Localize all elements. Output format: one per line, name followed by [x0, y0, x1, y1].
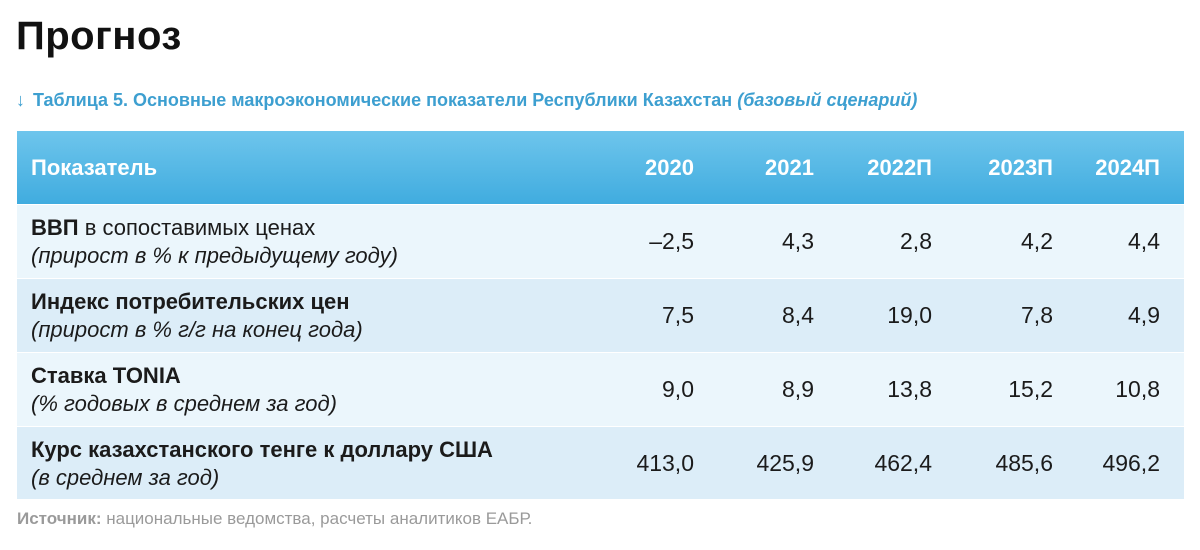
table-header-row: Показатель 2020 2021 2022П 2023П 2024П: [17, 131, 1184, 204]
table-cell: 10,8: [1115, 376, 1160, 402]
column-header-2022: 2022П: [867, 154, 932, 180]
caption-note: (базовый сценарий): [737, 90, 918, 110]
table-row-tonia: Ставка TONIA (% годовых в среднем за год…: [17, 352, 1184, 426]
table-cell: 462,4: [874, 449, 932, 476]
table-cell: 413,0: [636, 449, 694, 476]
table-cell: 4,9: [1128, 302, 1160, 328]
table-cell: 4,3: [782, 228, 814, 254]
table-cell: 425,9: [756, 449, 814, 476]
row-label: Курс казахстанского тенге к доллару США …: [17, 435, 517, 492]
column-header-indicator: Показатель: [31, 154, 158, 180]
table-cell: 4,4: [1128, 228, 1160, 254]
arrow-down-icon: ↓: [16, 90, 25, 110]
row-name: Индекс потребительских цен: [31, 289, 350, 314]
column-header-2021: 2021: [765, 154, 814, 180]
table-cell: 19,0: [887, 302, 932, 328]
table-cell: 4,2: [1021, 228, 1053, 254]
table-cell: 485,6: [995, 449, 1053, 476]
table-cell: 15,2: [1008, 376, 1053, 402]
page-title: Прогноз: [16, 14, 182, 58]
row-subtitle: (% годовых в среднем за год): [31, 391, 337, 416]
table-cell: 7,5: [662, 302, 694, 328]
table-row-exchange-rate: Курс казахстанского тенге к доллару США …: [17, 426, 1184, 499]
source-note: Источник: национальные ведомства, расчет…: [17, 509, 532, 529]
source-label: Источник:: [17, 509, 102, 528]
column-header-2023: 2023П: [988, 154, 1053, 180]
row-subtitle: (прирост в % к предыдущему году): [31, 243, 398, 268]
table-cell: 13,8: [887, 376, 932, 402]
table-cell: 8,4: [782, 302, 814, 328]
row-name: Курс казахстанского тенге к доллару США: [31, 436, 493, 462]
table-cell: 9,0: [662, 376, 694, 402]
table-caption: ↓ Таблица 5. Основные макроэкономические …: [16, 90, 917, 111]
row-label: ВВП в сопоставимых ценах (прирост в % к …: [17, 213, 517, 270]
row-subtitle: (прирост в % г/г на конец года): [31, 317, 363, 342]
column-header-2020: 2020: [645, 154, 694, 180]
row-name: Ставка TONIA: [31, 363, 181, 388]
table-row-cpi: Индекс потребительских цен (прирост в % …: [17, 278, 1184, 352]
row-name: ВВП: [31, 215, 79, 240]
column-header-2024: 2024П: [1095, 154, 1160, 180]
row-label: Ставка TONIA (% годовых в среднем за год…: [17, 361, 517, 418]
table-cell: –2,5: [649, 228, 694, 254]
row-label: Индекс потребительских цен (прирост в % …: [17, 287, 517, 344]
table-cell: 8,9: [782, 376, 814, 402]
table-cell: 7,8: [1021, 302, 1053, 328]
table-cell: 496,2: [1102, 449, 1160, 476]
indicators-table: Показатель 2020 2021 2022П 2023П 2024П В…: [17, 131, 1184, 499]
source-text: национальные ведомства, расчеты аналитик…: [101, 509, 533, 528]
table-cell: 2,8: [900, 228, 932, 254]
caption-text: Таблица 5. Основные макроэкономические п…: [33, 90, 733, 110]
row-name-rest: в сопоставимых ценах: [78, 215, 316, 240]
table-row-gdp: ВВП в сопоставимых ценах (прирост в % к …: [17, 204, 1184, 278]
row-subtitle: (в среднем за год): [31, 464, 220, 490]
